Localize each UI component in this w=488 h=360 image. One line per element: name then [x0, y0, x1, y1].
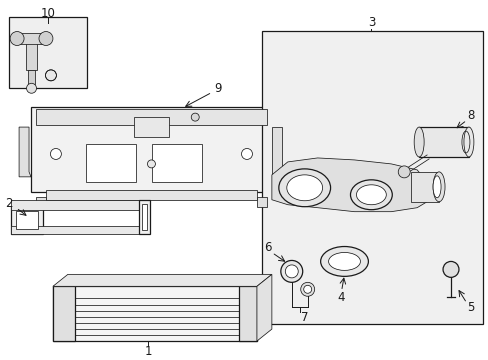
Polygon shape	[271, 127, 283, 177]
Ellipse shape	[10, 32, 24, 45]
Bar	[142, 204, 147, 230]
Ellipse shape	[280, 260, 302, 282]
Bar	[256, 197, 266, 207]
Bar	[133, 117, 169, 137]
Bar	[53, 286, 256, 341]
Ellipse shape	[191, 113, 199, 121]
Ellipse shape	[300, 282, 314, 296]
Ellipse shape	[463, 127, 473, 157]
Bar	[16, 211, 38, 229]
Polygon shape	[256, 274, 271, 341]
Bar	[152, 144, 202, 182]
Text: 3: 3	[367, 16, 374, 29]
Polygon shape	[53, 274, 271, 286]
Bar	[46, 190, 256, 200]
Polygon shape	[28, 70, 35, 84]
Ellipse shape	[432, 172, 444, 202]
Ellipse shape	[278, 169, 330, 207]
Text: 1: 1	[144, 345, 152, 357]
Bar	[11, 206, 43, 234]
Polygon shape	[271, 158, 426, 212]
Text: 10: 10	[41, 7, 55, 20]
Ellipse shape	[320, 247, 367, 276]
Ellipse shape	[26, 83, 37, 93]
Polygon shape	[31, 107, 271, 192]
Bar	[418, 127, 468, 157]
Bar	[85, 144, 135, 182]
Ellipse shape	[39, 32, 53, 45]
Polygon shape	[26, 41, 37, 70]
Bar	[262, 31, 482, 324]
Ellipse shape	[350, 180, 391, 210]
Ellipse shape	[442, 261, 458, 277]
Ellipse shape	[303, 285, 311, 293]
Ellipse shape	[356, 185, 386, 205]
Ellipse shape	[413, 127, 423, 157]
Bar	[11, 226, 148, 234]
Ellipse shape	[432, 176, 440, 198]
Bar	[410, 172, 438, 202]
Ellipse shape	[241, 148, 252, 159]
Ellipse shape	[397, 166, 409, 178]
Ellipse shape	[50, 148, 61, 159]
Bar	[9, 17, 86, 88]
Polygon shape	[17, 32, 46, 45]
Text: 8: 8	[466, 109, 474, 122]
Bar	[138, 200, 150, 234]
Ellipse shape	[45, 70, 56, 81]
Bar	[53, 286, 75, 341]
Ellipse shape	[286, 175, 322, 201]
Bar	[36, 109, 266, 125]
Ellipse shape	[285, 265, 298, 278]
Text: 4: 4	[337, 291, 345, 304]
Bar	[36, 197, 46, 207]
Text: 5: 5	[466, 301, 474, 314]
Text: 9: 9	[214, 82, 222, 95]
Ellipse shape	[328, 252, 360, 270]
Bar	[11, 200, 148, 210]
Bar	[239, 286, 256, 341]
Polygon shape	[19, 127, 31, 177]
Text: 6: 6	[264, 241, 271, 254]
Ellipse shape	[147, 160, 155, 168]
Text: 7: 7	[300, 311, 308, 324]
Text: 2: 2	[5, 197, 13, 210]
